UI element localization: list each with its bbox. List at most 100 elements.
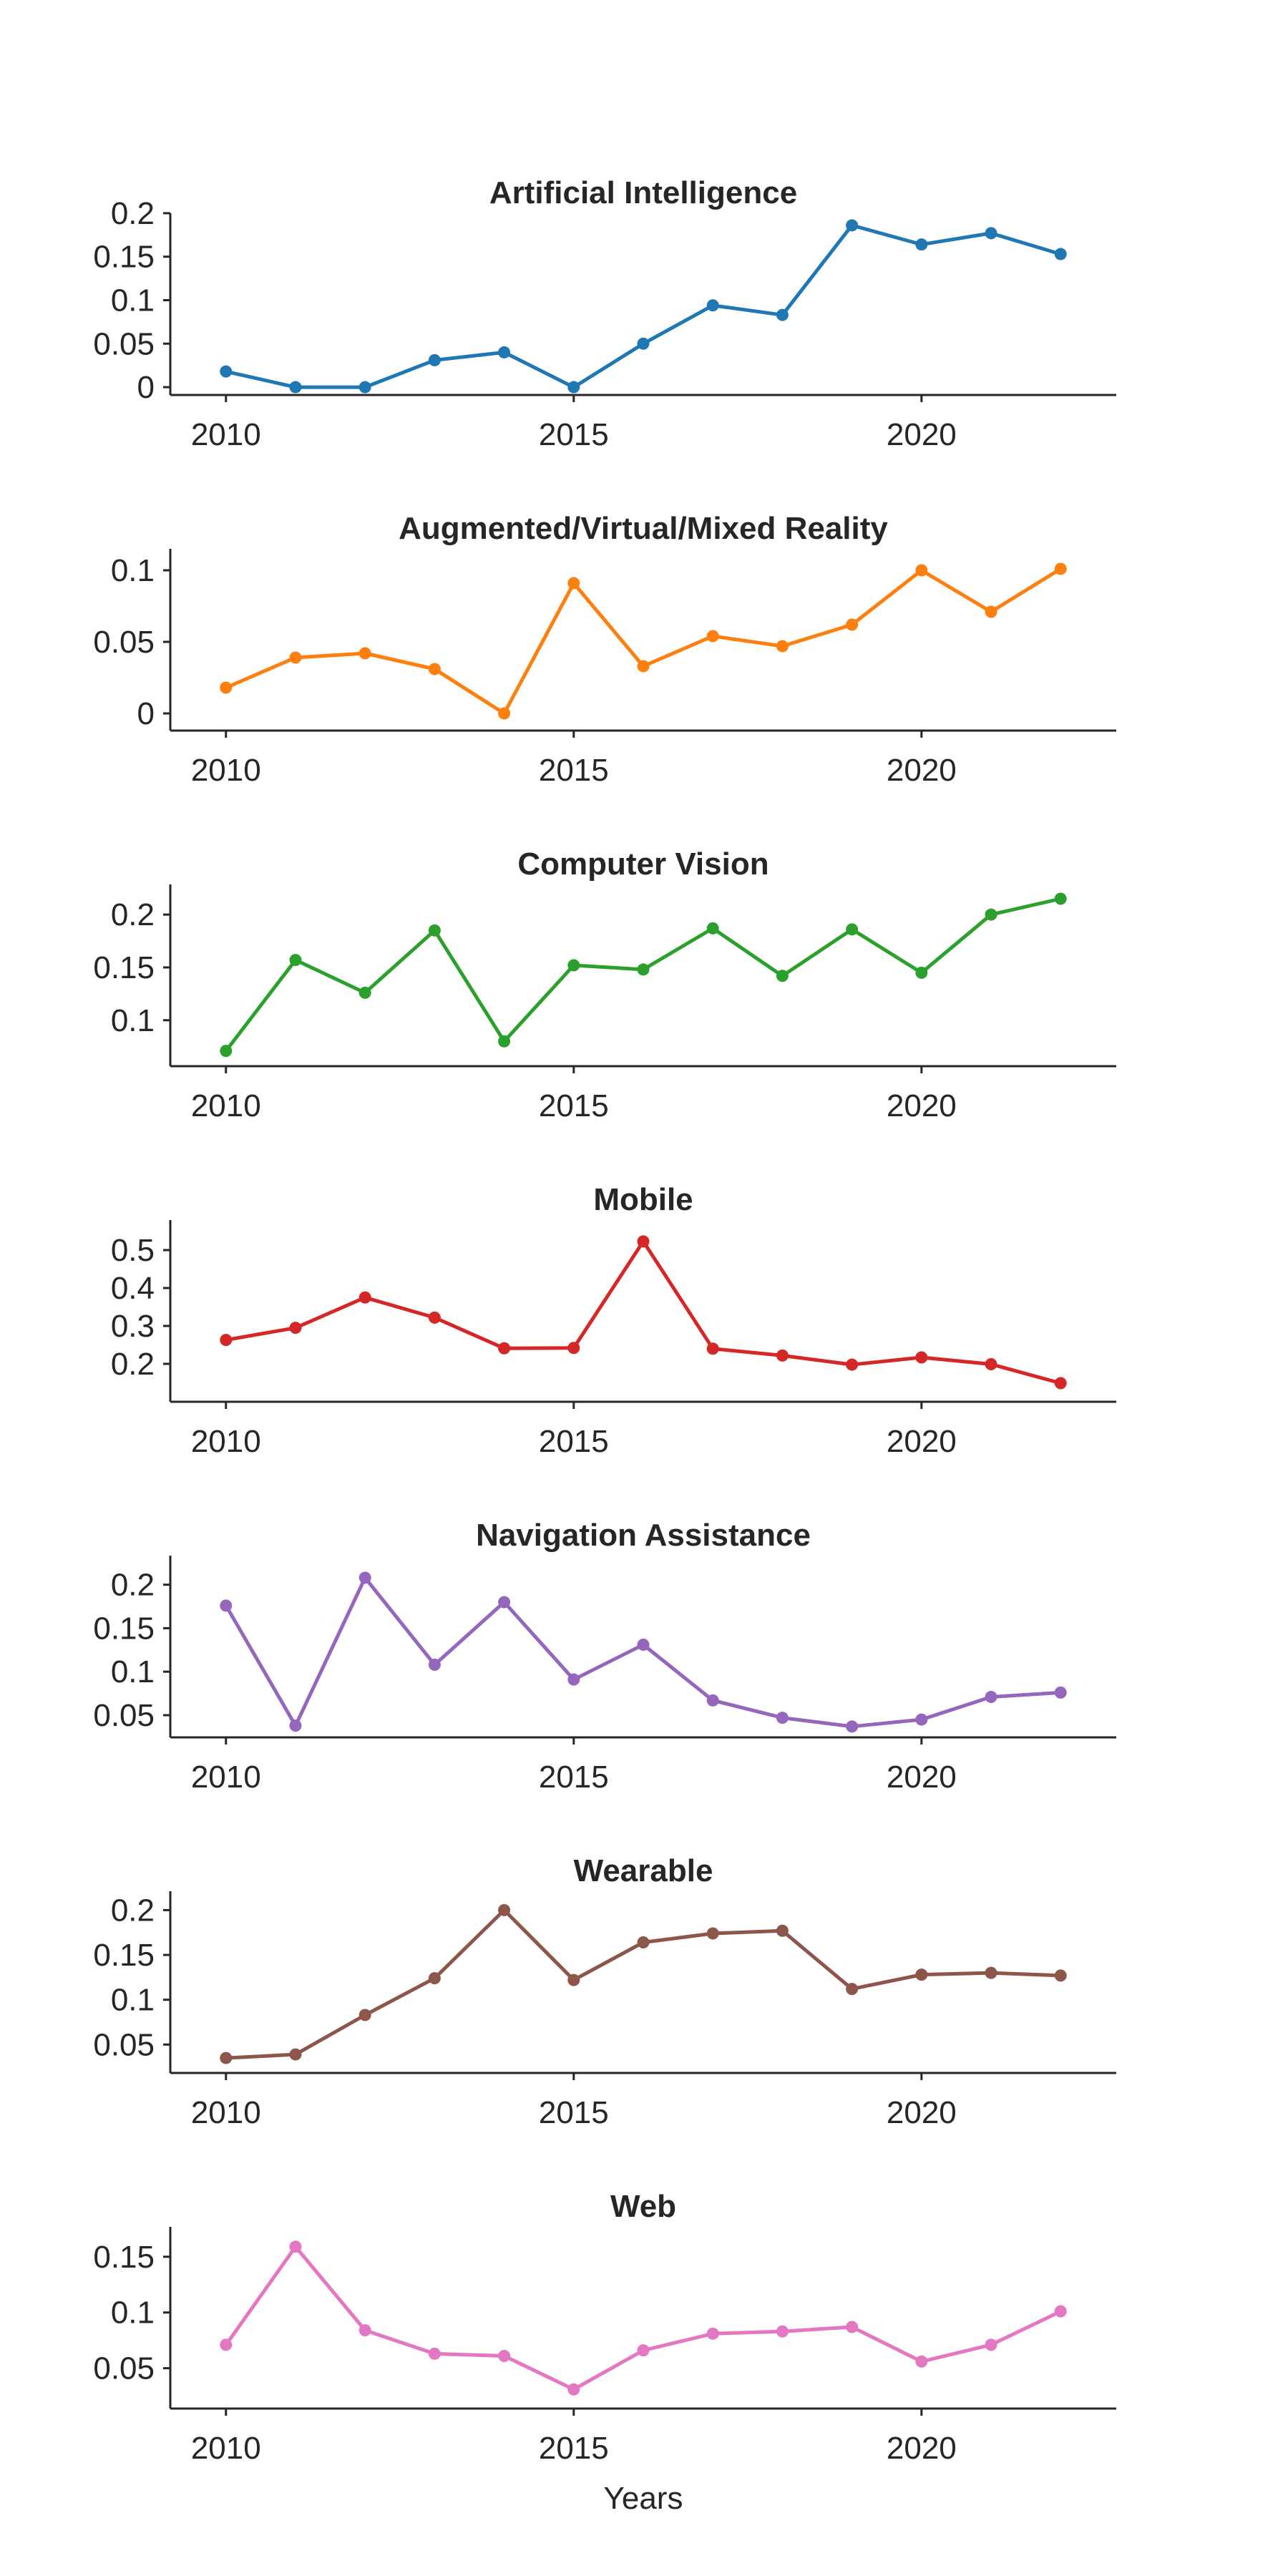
series-line	[224, 1908, 1063, 2060]
data-point	[637, 1936, 650, 1949]
data-point	[985, 2338, 997, 2351]
data-point	[915, 1713, 928, 1726]
data-point	[567, 1673, 580, 1686]
data-point	[1054, 892, 1067, 905]
data-point	[706, 1694, 719, 1707]
data-point	[776, 1924, 789, 1937]
data-point	[776, 640, 789, 653]
x-tick-label: 2015	[539, 1088, 609, 1123]
x-tick-label: 2020	[887, 417, 957, 452]
chart-title: Artificial Intelligence	[489, 175, 797, 210]
data-point	[498, 1903, 511, 1916]
y-tick-label: 0.3	[111, 1309, 155, 1344]
data-point	[637, 1639, 650, 1652]
x-tick-label: 2020	[887, 2095, 957, 2130]
x-tick-label: 2010	[191, 2431, 261, 2466]
data-point	[985, 1358, 997, 1371]
data-point	[776, 970, 789, 982]
y-tick-label: 0.15	[93, 950, 155, 985]
data-point	[706, 630, 719, 643]
data-point	[498, 707, 511, 720]
x-tick-label: 2015	[539, 2095, 609, 2130]
data-point	[498, 346, 511, 358]
y-tick-label: 0.1	[111, 1654, 155, 1689]
y-tick-label: 0.05	[93, 326, 155, 361]
x-tick-label: 2020	[887, 1760, 957, 1795]
data-point	[220, 681, 233, 694]
data-point	[776, 1712, 789, 1724]
y-tick-label: 0.1	[111, 2296, 155, 2331]
data-point	[289, 651, 302, 664]
data-point	[706, 299, 719, 312]
data-point	[220, 2051, 233, 2064]
data-point	[846, 219, 859, 232]
data-point	[358, 647, 371, 660]
data-point	[637, 337, 650, 350]
x-tick-label: 2020	[887, 1088, 957, 1123]
data-point	[358, 2324, 371, 2337]
data-point	[637, 660, 650, 673]
chart-panel-2: Computer Vision 0.1 0.15 0.2 2010 2015 2020	[93, 847, 1116, 1123]
chart-title: Computer Vision	[517, 847, 769, 882]
data-point	[846, 1358, 859, 1371]
y-tick-label: 0.05	[93, 625, 155, 660]
x-tick-label: 2015	[539, 417, 609, 452]
chart-panel-6: Web 0.05 0.1 0.15 2010 2015 2020 Years	[93, 2189, 1116, 2516]
data-point	[567, 1342, 580, 1355]
data-point	[428, 2347, 441, 2360]
data-point	[289, 381, 302, 394]
data-point	[706, 1342, 719, 1355]
y-tick-label: 0.2	[111, 1893, 155, 1928]
data-point	[428, 353, 441, 366]
data-point	[706, 922, 719, 935]
chart-title: Navigation Assistance	[476, 1518, 811, 1553]
data-point	[289, 954, 302, 967]
x-tick-label: 2015	[539, 2431, 609, 2466]
data-point	[915, 966, 928, 979]
y-tick-label: 0.2	[111, 196, 155, 231]
y-tick-label: 0.15	[93, 2240, 155, 2275]
data-point	[567, 1974, 580, 1986]
y-tick-label: 0.15	[93, 240, 155, 275]
series-line	[224, 2245, 1063, 2391]
data-point	[289, 1322, 302, 1335]
data-point	[1054, 1377, 1067, 1390]
data-point	[985, 227, 997, 240]
x-tick-label: 2010	[191, 1088, 261, 1123]
y-tick-label: 0.1	[111, 553, 155, 588]
y-tick-label: 0.1	[111, 1983, 155, 2018]
chart-panel-4: Navigation Assistance 0.05 0.1 0.15 0.2 2010 2…	[93, 1518, 1116, 1795]
data-point	[567, 381, 580, 394]
data-point	[220, 365, 233, 378]
data-point	[498, 1596, 511, 1609]
data-point	[846, 923, 859, 936]
y-tick-label: 0.1	[111, 1003, 155, 1038]
data-point	[1054, 248, 1067, 260]
y-tick-label: 0.05	[93, 2351, 155, 2386]
data-point	[428, 1658, 441, 1671]
y-tick-label: 0.4	[111, 1271, 155, 1306]
data-point	[428, 1972, 441, 1985]
chart-panel-0: Artificial Intelligence 0 0.05 0.1 0.15 0.2 20…	[93, 175, 1116, 452]
data-point	[428, 924, 441, 937]
x-tick-label: 2010	[191, 753, 261, 788]
data-point	[220, 2338, 233, 2351]
y-tick-label: 0.05	[93, 1698, 155, 1733]
x-tick-label: 2015	[539, 1760, 609, 1795]
x-tick-label: 2010	[191, 2095, 261, 2130]
chart-title: Mobile	[593, 1182, 693, 1217]
y-tick-label: 0	[137, 696, 155, 731]
data-point	[498, 1035, 511, 1048]
x-tick-label: 2010	[191, 1424, 261, 1459]
data-point	[567, 2383, 580, 2396]
data-point	[1054, 2305, 1067, 2318]
data-point	[498, 2349, 511, 2362]
data-point	[567, 959, 580, 972]
data-point	[846, 1720, 859, 1733]
data-point	[1054, 1686, 1067, 1699]
data-point	[1054, 1969, 1067, 1982]
data-point	[358, 986, 371, 999]
chart-panel-5: Wearable 0.05 0.1 0.15 0.2 2010 2015 2020	[93, 1853, 1116, 2130]
data-point	[915, 1968, 928, 1981]
chart-panel-3: Mobile 0.20.30.40.5 2010 2015 2020	[111, 1182, 1116, 1459]
